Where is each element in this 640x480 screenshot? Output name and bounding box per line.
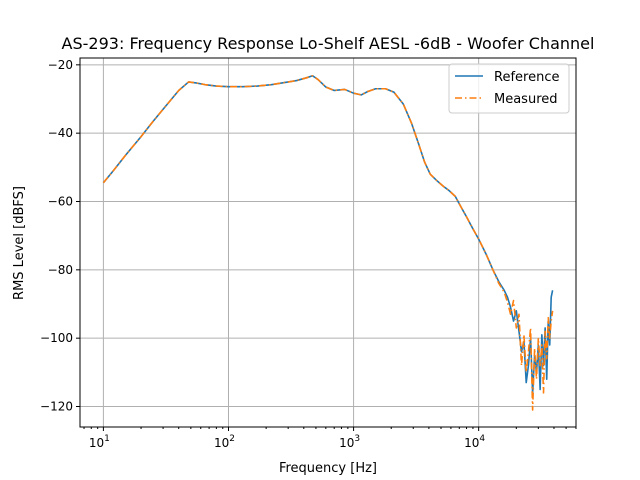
x-tick-label: 102: [214, 434, 235, 450]
grid: [80, 58, 576, 427]
y-tick-label: −20: [48, 58, 73, 72]
x-axis-label: Frequency [Hz]: [279, 461, 377, 476]
y-tick-label: −60: [48, 195, 73, 209]
legend-label-measured: Measured: [494, 92, 558, 107]
series-layer: [102, 74, 554, 411]
y-tick-label: −100: [40, 331, 73, 345]
x-tick-label: 103: [339, 434, 360, 450]
legend-label-reference: Reference: [494, 70, 559, 85]
plot-frame: [79, 57, 577, 428]
series-line-reference: [102, 74, 554, 394]
series-line-measured: [102, 74, 554, 411]
y-tick-label: −120: [40, 400, 73, 414]
y-axis-label: RMS Level [dBFS]: [12, 186, 27, 300]
y-tick-label: −40: [48, 126, 73, 140]
x-tick-label: 101: [89, 434, 110, 450]
x-tick-label: 104: [464, 434, 485, 450]
chart-title: AS-293: Frequency Response Lo-Shelf AESL…: [62, 34, 595, 53]
legend: Reference Measured: [448, 63, 570, 114]
y-tick-label: −80: [48, 263, 73, 277]
ticks: 101 102 103 104 −20 −40 −60 −80 −100 −120: [40, 58, 577, 450]
